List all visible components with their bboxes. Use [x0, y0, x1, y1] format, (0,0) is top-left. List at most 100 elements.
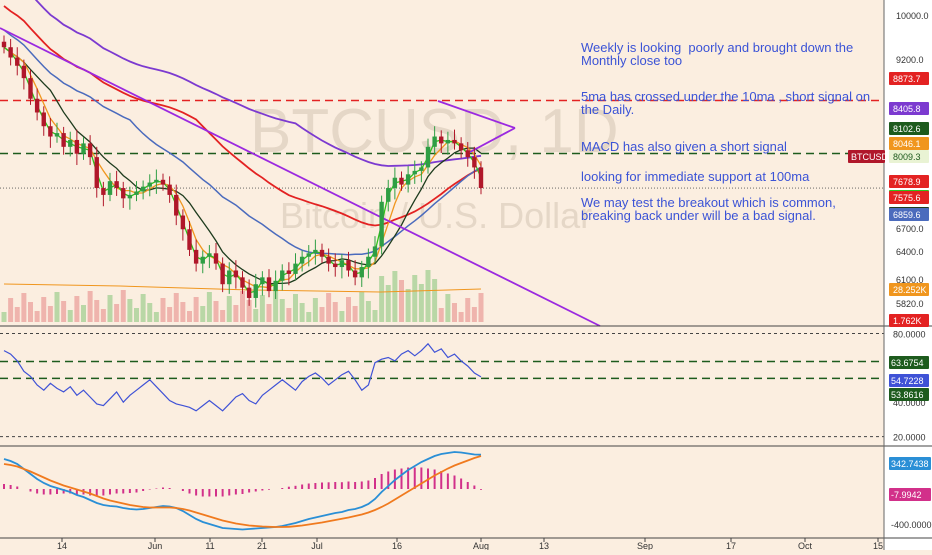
candle-body[interactable]: [213, 253, 219, 264]
macd-value-tag: [889, 488, 931, 501]
candle-body[interactable]: [147, 182, 152, 187]
candle-body[interactable]: [61, 133, 66, 147]
candle-body[interactable]: [154, 179, 159, 183]
candle-body[interactable]: [94, 157, 99, 189]
candle-body[interactable]: [253, 284, 258, 298]
candle-body[interactable]: [319, 249, 325, 257]
volume-bar: [266, 304, 272, 322]
candle-body[interactable]: [419, 167, 424, 171]
candle-body[interactable]: [313, 249, 318, 254]
candle-body[interactable]: [465, 150, 470, 158]
volume-bar: [167, 307, 173, 322]
candle-body[interactable]: [386, 188, 391, 202]
candle-body[interactable]: [101, 188, 106, 195]
candle-body[interactable]: [140, 186, 146, 192]
candle-body[interactable]: [352, 270, 358, 278]
candle-body[interactable]: [266, 277, 272, 292]
candle-body[interactable]: [200, 256, 205, 264]
candle-body[interactable]: [127, 194, 133, 199]
price-label-text: 28.252K: [893, 285, 927, 295]
candle-body[interactable]: [412, 170, 417, 175]
candle-body[interactable]: [425, 146, 431, 168]
candle-body[interactable]: [48, 126, 53, 137]
macd-value-text: 342.7438: [891, 459, 929, 469]
volume-bar: [405, 289, 411, 322]
candle-body[interactable]: [167, 184, 172, 195]
candle-body[interactable]: [121, 188, 126, 199]
candle-body[interactable]: [220, 263, 225, 285]
rsi-value-tag: [889, 356, 929, 369]
candle-body[interactable]: [233, 270, 239, 278]
candle-body[interactable]: [240, 277, 245, 288]
volume-bar: [319, 307, 325, 322]
candle-body[interactable]: [445, 139, 451, 144]
candle-body[interactable]: [299, 256, 305, 264]
candle-body[interactable]: [28, 78, 33, 99]
candle-body[interactable]: [8, 47, 13, 58]
candle-body[interactable]: [174, 194, 179, 216]
current-price-tag: [889, 150, 929, 163]
candle-body[interactable]: [306, 253, 311, 257]
candle-body[interactable]: [246, 287, 252, 298]
candle-body[interactable]: [81, 143, 86, 154]
volume-bar: [160, 298, 166, 322]
volume-bar: [293, 294, 298, 322]
candle-body[interactable]: [399, 177, 404, 185]
candle-body[interactable]: [346, 260, 351, 271]
candle-body[interactable]: [87, 143, 93, 158]
candle-body[interactable]: [260, 277, 265, 285]
candle-body[interactable]: [405, 174, 411, 185]
candle-body[interactable]: [333, 263, 338, 268]
candle-body[interactable]: [15, 57, 20, 66]
candle-body[interactable]: [207, 253, 212, 257]
candle-body[interactable]: [273, 280, 278, 292]
candle-body[interactable]: [187, 229, 192, 250]
candle-body[interactable]: [41, 112, 46, 127]
candle-body[interactable]: [372, 246, 378, 257]
candle-body[interactable]: [227, 270, 232, 285]
candle-body[interactable]: [68, 139, 73, 147]
time-tick-label: 21: [257, 541, 267, 550]
price-panel[interactable]: [0, 0, 884, 327]
candle-body[interactable]: [21, 65, 27, 79]
candle-body[interactable]: [293, 263, 298, 274]
rsi-panel[interactable]: [0, 332, 884, 438]
volume-bar: [114, 304, 120, 322]
candle-body[interactable]: [34, 98, 40, 113]
candle-body[interactable]: [54, 133, 60, 137]
candle-body[interactable]: [326, 256, 331, 264]
volume-bar: [312, 298, 318, 322]
candle-body[interactable]: [379, 201, 384, 247]
candle-body[interactable]: [160, 179, 166, 185]
candle-body[interactable]: [452, 139, 457, 144]
annotation-support: looking for immediate support at 100ma: [581, 169, 810, 184]
candle-body[interactable]: [339, 260, 345, 268]
candle-body[interactable]: [180, 215, 186, 230]
candle-body[interactable]: [366, 256, 371, 268]
candle-body[interactable]: [392, 177, 398, 189]
candle-body[interactable]: [193, 249, 199, 264]
candle-body[interactable]: [134, 191, 139, 195]
candle-body[interactable]: [359, 267, 364, 278]
candle-body[interactable]: [280, 270, 285, 281]
candle-body[interactable]: [1, 41, 7, 48]
volume-bar: [471, 307, 477, 322]
volume-bar: [54, 292, 60, 322]
volume-bar: [1, 312, 7, 322]
candle-body[interactable]: [286, 270, 292, 274]
candle-body[interactable]: [107, 181, 113, 195]
price-tick-label: 6400.0: [896, 247, 924, 257]
macd-panel[interactable]: [3, 451, 482, 531]
candle-body[interactable]: [432, 136, 437, 147]
price-label-tag: [889, 283, 929, 296]
candle-body[interactable]: [439, 136, 444, 144]
candle-body[interactable]: [74, 139, 80, 154]
volume-bar: [187, 311, 192, 322]
candle-body[interactable]: [478, 167, 484, 189]
candle-body[interactable]: [472, 157, 477, 168]
volume-bar: [452, 303, 457, 322]
candle-body[interactable]: [114, 181, 119, 189]
candle-body[interactable]: [458, 143, 464, 151]
